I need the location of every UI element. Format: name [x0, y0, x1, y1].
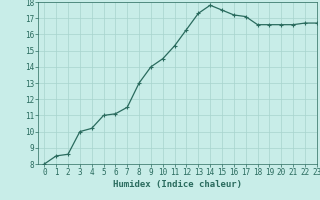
X-axis label: Humidex (Indice chaleur): Humidex (Indice chaleur) [113, 180, 242, 189]
